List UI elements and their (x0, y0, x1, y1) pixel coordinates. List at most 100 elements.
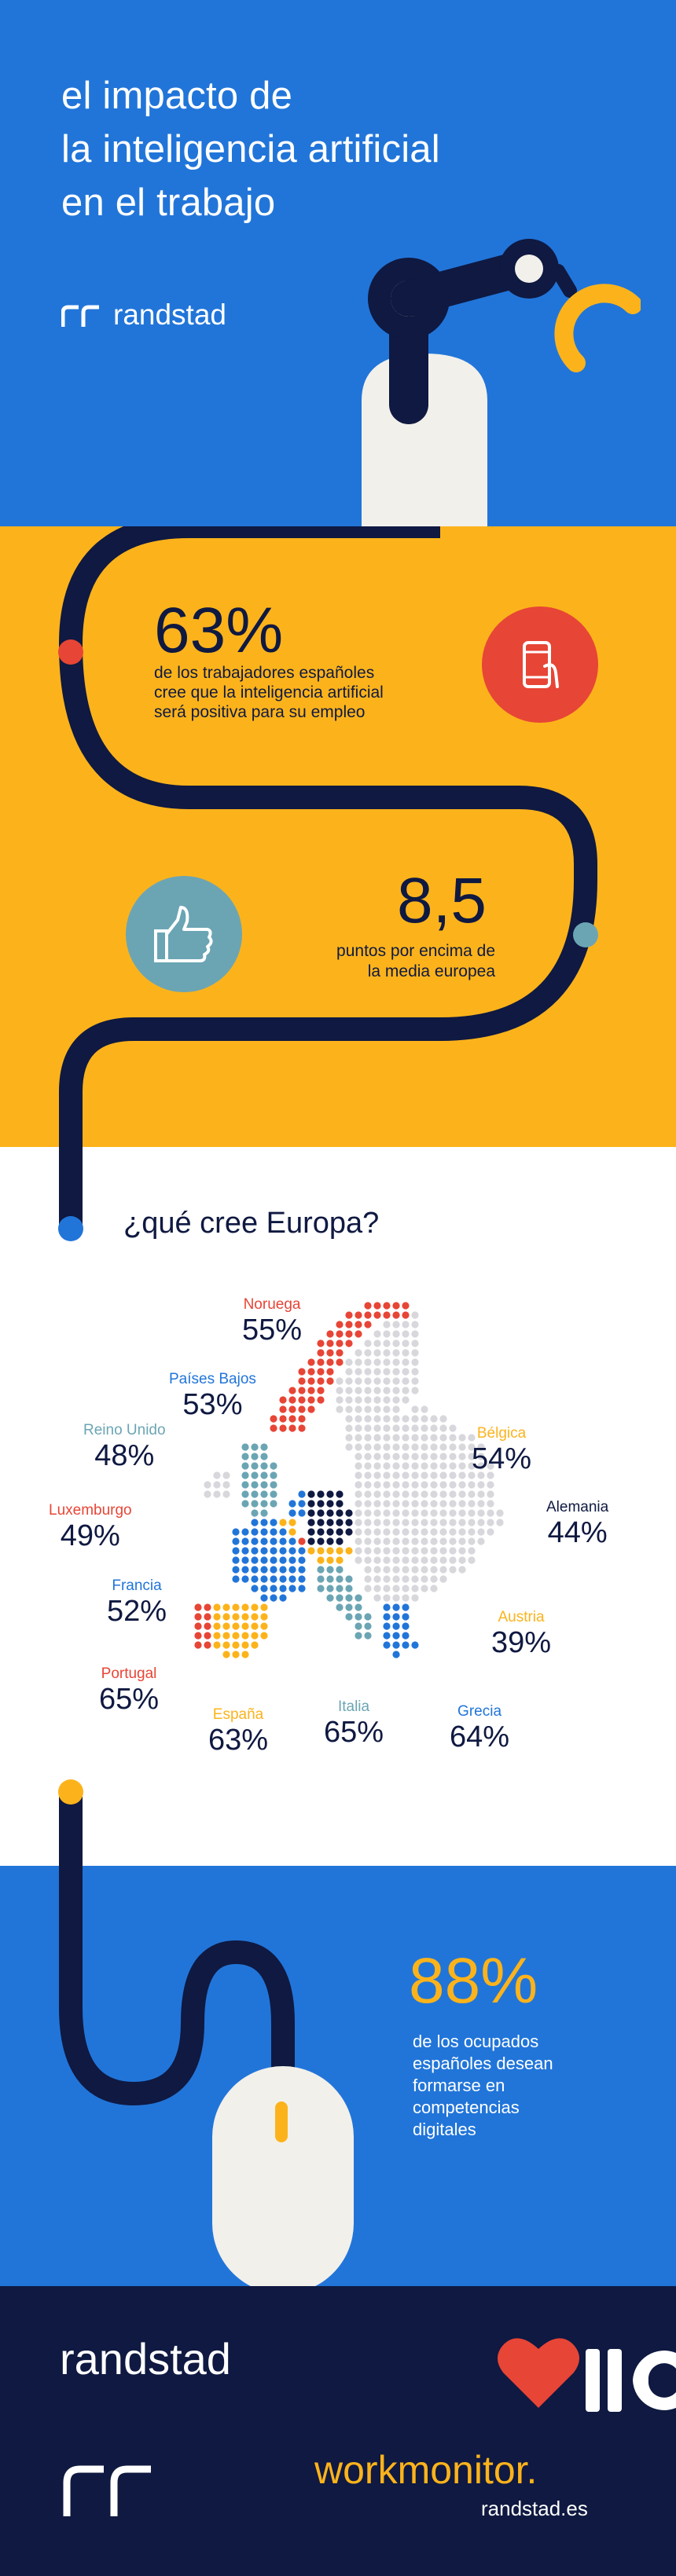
country-alemania: Alemania 44% (546, 1499, 608, 1550)
map-dot (270, 1556, 277, 1564)
map-dot (270, 1566, 277, 1574)
map-dot (222, 1481, 230, 1489)
map-dot (383, 1509, 391, 1517)
map-dot (421, 1434, 428, 1442)
map-dot (288, 1519, 296, 1526)
map-dot (364, 1585, 372, 1592)
map-dot (232, 1556, 240, 1564)
map-dot (241, 1443, 249, 1451)
map-dot (402, 1377, 410, 1385)
map-dot (336, 1500, 344, 1508)
map-dot (383, 1632, 391, 1640)
map-dot (364, 1311, 372, 1319)
map-dot (355, 1368, 362, 1376)
map-dot (421, 1453, 428, 1460)
map-dot (260, 1547, 268, 1555)
map-dot (260, 1585, 268, 1592)
map-dot (307, 1368, 315, 1376)
map-dot (430, 1509, 438, 1517)
map-dot (364, 1349, 372, 1357)
map-dot (260, 1519, 268, 1526)
map-dot (383, 1603, 391, 1611)
map-dot (307, 1547, 315, 1555)
map-dot (317, 1585, 325, 1592)
map-dot (204, 1622, 211, 1630)
map-dot (279, 1415, 287, 1423)
map-dot (458, 1471, 466, 1479)
map-dot (355, 1377, 362, 1385)
map-dot (383, 1594, 391, 1602)
map-dot (326, 1519, 334, 1526)
map-dot (468, 1443, 476, 1451)
map-dot (270, 1519, 277, 1526)
map-dot (288, 1556, 296, 1564)
map-dot (232, 1603, 240, 1611)
map-dot (307, 1528, 315, 1536)
map-dot (421, 1566, 428, 1574)
map-dot (477, 1509, 485, 1517)
map-dot (317, 1387, 325, 1394)
map-dot (298, 1566, 306, 1574)
map-dot (430, 1537, 438, 1545)
map-dot (279, 1575, 287, 1583)
map-dot (468, 1500, 476, 1508)
map-dot (204, 1481, 211, 1489)
map-dot (279, 1547, 287, 1555)
title-line-1: el impacto de (61, 75, 293, 117)
map-dot (383, 1424, 391, 1432)
map-dot (317, 1509, 325, 1517)
map-dot (355, 1481, 362, 1489)
map-dot (468, 1481, 476, 1489)
map-dot (355, 1613, 362, 1621)
country-pct: 65% (324, 1716, 384, 1749)
map-dot (241, 1547, 249, 1555)
map-dot (411, 1519, 419, 1526)
map-dot (232, 1575, 240, 1583)
stat3-caption: de los ocupados españoles desean formars… (413, 2031, 553, 2141)
site-url[interactable]: randstad.es (481, 2497, 588, 2520)
map-dot (260, 1490, 268, 1498)
map-dot (345, 1321, 353, 1328)
map-dot (355, 1537, 362, 1545)
map-dot (241, 1556, 249, 1564)
map-dot (458, 1519, 466, 1526)
map-dot (402, 1415, 410, 1423)
map-dot (336, 1339, 344, 1347)
map-dot (411, 1434, 419, 1442)
country-noruega: Noruega 55% (242, 1296, 302, 1347)
map-dot (421, 1509, 428, 1517)
map-dot (251, 1519, 259, 1526)
map-dot (421, 1500, 428, 1508)
training-section: 88% de los ocupados españoles desean for… (0, 1866, 676, 2286)
map-dot (355, 1632, 362, 1640)
map-dot (251, 1575, 259, 1583)
map-dot (458, 1434, 466, 1442)
map-dot (373, 1424, 381, 1432)
country-pct: 53% (182, 1388, 243, 1421)
map-dot (307, 1500, 315, 1508)
map-dot (477, 1481, 485, 1489)
map-dot (383, 1349, 391, 1357)
map-dot (222, 1471, 230, 1479)
map-dot (392, 1622, 400, 1630)
map-dot (383, 1321, 391, 1328)
map-dot (487, 1471, 494, 1479)
map-dot (392, 1349, 400, 1357)
country-paises-bajos: Países Bajos 53% (169, 1371, 256, 1422)
map-dot (402, 1613, 410, 1621)
map-dot (392, 1556, 400, 1564)
map-dot (468, 1519, 476, 1526)
map-dot (487, 1519, 494, 1526)
map-dot (270, 1424, 277, 1432)
map-dot (402, 1453, 410, 1460)
map-dot (411, 1339, 419, 1347)
map-dot (421, 1585, 428, 1592)
map-dot (288, 1547, 296, 1555)
map-dot (373, 1405, 381, 1413)
map-dot (411, 1424, 419, 1432)
map-dot (260, 1575, 268, 1583)
footer-brand: randstad (60, 2334, 231, 2384)
map-dot (194, 1603, 202, 1611)
map-dot (392, 1339, 400, 1347)
map-dot (298, 1396, 306, 1404)
